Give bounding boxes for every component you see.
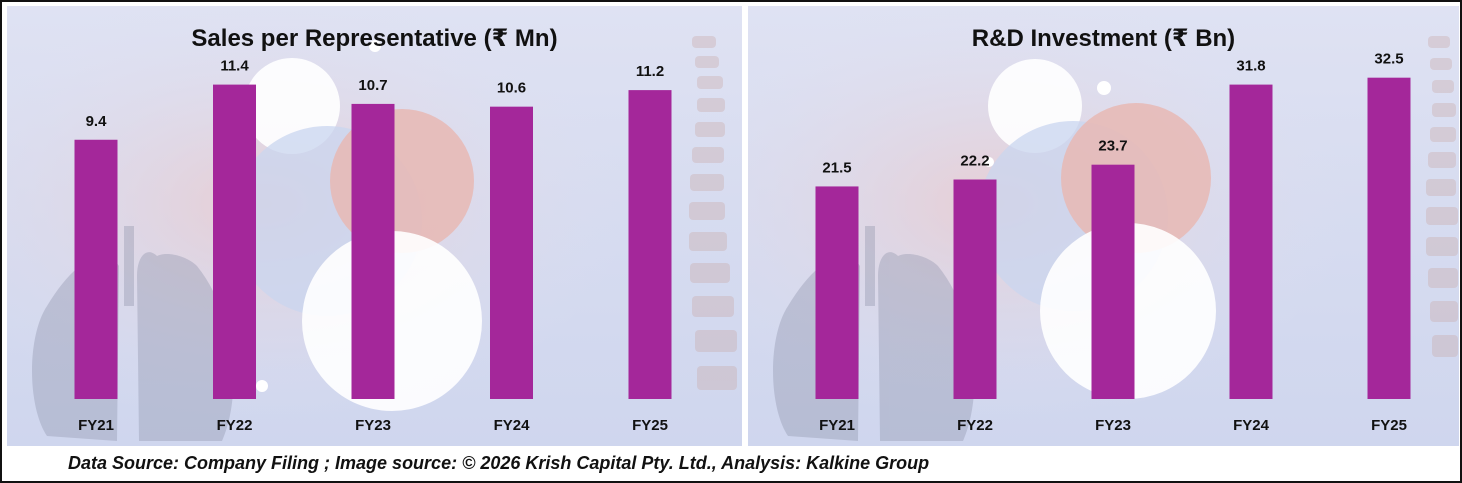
data-label-fy25: 32.5 — [1374, 51, 1403, 68]
spine-illustration-icon — [1426, 36, 1458, 357]
small-dot-shape — [1097, 81, 1111, 95]
bar-fy21 — [74, 139, 118, 400]
bar-fy23 — [1091, 164, 1135, 399]
x-tick-label-fy25: FY25 — [1371, 417, 1407, 434]
bar-fy22 — [953, 179, 997, 399]
data-label-fy25: 11.2 — [636, 63, 664, 80]
bar-fy24 — [1229, 84, 1273, 399]
small-dot-shape — [984, 157, 994, 167]
data-label-fy24: 10.6 — [497, 80, 526, 97]
panel-divider — [742, 6, 748, 446]
bar-fy21 — [815, 186, 859, 399]
data-label-fy22: 22.2 — [960, 153, 989, 170]
bar-fy22 — [213, 84, 256, 399]
chart-title: Sales per Representative (₹ Mn) — [191, 25, 558, 52]
x-tick-label-fy22: FY22 — [217, 417, 253, 434]
x-tick-label-fy25: FY25 — [632, 417, 668, 434]
x-tick-label-fy21: FY21 — [819, 417, 855, 434]
sales-per-rep-chart: Sales per Representative (₹ Mn) 9.4 FY21 1… — [7, 6, 742, 446]
bar-fy24 — [490, 106, 533, 400]
chart-title: R&D Investment (₹ Bn) — [971, 25, 1236, 52]
data-label-fy22: 11.4 — [220, 58, 249, 75]
data-label-fy23: 10.7 — [358, 77, 387, 94]
data-label-fy21: 9.4 — [86, 113, 108, 130]
x-tick-label-fy24: FY24 — [494, 417, 531, 434]
data-label-fy23: 23.7 — [1098, 138, 1127, 155]
x-tick-label-fy24: FY24 — [1233, 417, 1270, 434]
bar-plot: 21.5 FY21 22.2 FY22 23.7 FY23 31.8 FY24 32.5 FY25 — [815, 51, 1411, 434]
spine-illustration-icon — [689, 36, 737, 390]
source-footnote: Data Source: Company Filing ; Image sour… — [68, 453, 930, 473]
bar-fy25 — [628, 90, 672, 400]
data-label-fy24: 31.8 — [1236, 58, 1265, 75]
bar-fy25 — [1367, 77, 1411, 399]
x-tick-label-fy23: FY23 — [355, 417, 391, 434]
small-dot-shape — [369, 40, 381, 52]
x-tick-label-fy22: FY22 — [957, 417, 993, 434]
x-tick-label-fy23: FY23 — [1095, 417, 1131, 434]
bar-plot: 9.4 FY21 11.4 FY22 10.7 FY23 10.6 FY24 11.2 FY25 — [74, 58, 672, 434]
x-tick-label-fy21: FY21 — [78, 417, 114, 434]
rnd-investment-chart: R&D Investment (₹ Bn) 21.5 FY21 22.2 FY22 23… — [748, 6, 1459, 446]
data-label-fy21: 21.5 — [822, 159, 851, 176]
bar-fy23 — [351, 103, 395, 399]
small-dot-shape — [256, 380, 268, 392]
